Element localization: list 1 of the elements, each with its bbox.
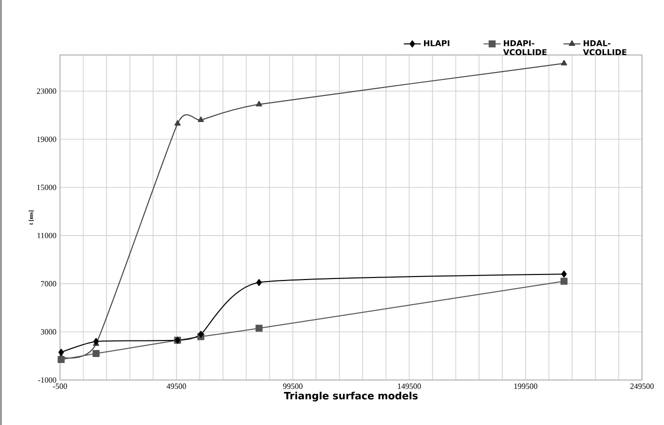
- x-axis-title: Triangle surface models: [284, 392, 418, 402]
